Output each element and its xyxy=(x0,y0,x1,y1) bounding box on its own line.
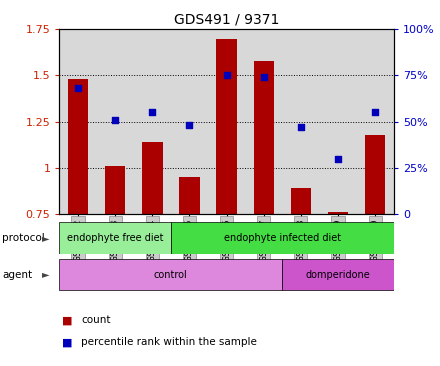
Text: domperidone: domperidone xyxy=(306,269,370,280)
Point xyxy=(149,109,156,115)
Text: control: control xyxy=(154,269,188,280)
Bar xyxy=(59,259,282,290)
Bar xyxy=(105,166,125,214)
Text: ►: ► xyxy=(42,269,50,280)
Bar xyxy=(216,38,237,214)
Point xyxy=(223,72,230,78)
Text: count: count xyxy=(81,315,111,325)
Point xyxy=(334,156,341,162)
Bar xyxy=(171,222,394,254)
Text: percentile rank within the sample: percentile rank within the sample xyxy=(81,337,257,347)
Text: endophyte free diet: endophyte free diet xyxy=(67,233,163,243)
Point xyxy=(372,109,379,115)
Bar xyxy=(282,259,394,290)
Bar xyxy=(68,79,88,214)
Text: ■: ■ xyxy=(62,337,72,347)
Text: endophyte infected diet: endophyte infected diet xyxy=(224,233,341,243)
Bar xyxy=(142,142,162,214)
Text: protocol: protocol xyxy=(2,233,45,243)
Text: agent: agent xyxy=(2,269,32,280)
Title: GDS491 / 9371: GDS491 / 9371 xyxy=(174,13,279,27)
Text: ►: ► xyxy=(42,233,50,243)
Text: ■: ■ xyxy=(62,315,72,325)
Point xyxy=(297,124,304,130)
Bar xyxy=(328,212,348,214)
Point xyxy=(186,123,193,128)
Bar xyxy=(365,135,385,214)
Point xyxy=(112,117,119,123)
Point xyxy=(260,74,267,80)
Bar xyxy=(179,177,200,214)
Point xyxy=(74,86,81,92)
Bar xyxy=(59,222,171,254)
Bar xyxy=(253,61,274,214)
Bar xyxy=(291,188,311,214)
